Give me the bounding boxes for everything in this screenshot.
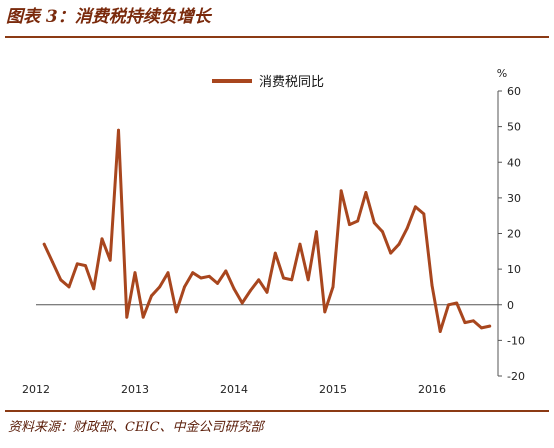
data-point [141, 315, 145, 319]
y-axis-unit: % [497, 67, 507, 80]
y-tick-label: -10 [507, 334, 525, 347]
source-rule [5, 410, 549, 412]
y-tick-label: -20 [507, 370, 525, 383]
y-tick-label: 0 [507, 299, 514, 312]
data-point [455, 301, 459, 305]
data-point [174, 310, 178, 314]
data-point [405, 226, 409, 230]
data-point [216, 282, 219, 285]
x-tick-label: 2014 [220, 383, 248, 396]
data-point [331, 285, 335, 289]
data-point [249, 289, 252, 292]
data-point [42, 242, 46, 246]
data-point [364, 191, 368, 194]
data-point [389, 251, 393, 255]
data-point [372, 221, 376, 225]
data-point [117, 128, 120, 132]
data-point [447, 303, 450, 307]
data-point [166, 271, 170, 275]
y-tick-label: 50 [507, 121, 521, 134]
series-line [42, 128, 492, 333]
title-rule [5, 36, 549, 38]
data-point [265, 290, 269, 294]
x-tick-label: 2015 [319, 383, 347, 396]
data-point [108, 258, 112, 262]
data-point [207, 274, 211, 278]
data-point [422, 212, 426, 216]
data-point [75, 262, 79, 266]
data-point [150, 294, 153, 298]
data-point [414, 205, 417, 209]
data-point [158, 285, 162, 289]
data-point [240, 301, 244, 305]
data-point [191, 271, 195, 275]
data-point [199, 276, 203, 280]
data-point [488, 324, 492, 328]
y-tick-label: 30 [507, 192, 521, 205]
data-point [84, 264, 87, 267]
data-point [290, 278, 294, 282]
data-point [125, 315, 129, 319]
data-point [356, 219, 360, 223]
x-tick-label: 2013 [121, 383, 149, 396]
y-tick-label: 10 [507, 263, 521, 276]
data-point [133, 271, 137, 275]
figure-title: 图表 3：消费税持续负增长 [6, 7, 211, 27]
data-point [183, 285, 186, 289]
x-tick-label: 2016 [418, 383, 446, 396]
legend-label: 消费税同比 [259, 75, 324, 90]
data-point [430, 283, 434, 287]
data-point [282, 276, 285, 280]
data-point [92, 287, 96, 291]
data-point [480, 326, 483, 330]
data-point [339, 189, 343, 193]
data-point [232, 287, 236, 291]
source-note: 资料来源：财政部、CEIC、中金公司研究部 [8, 420, 264, 435]
data-point [100, 237, 104, 241]
data-point [397, 242, 401, 246]
data-point [306, 278, 310, 282]
y-tick-label: 60 [507, 85, 521, 98]
chart-series [42, 128, 492, 333]
data-point [348, 223, 351, 227]
y-tick-label: 20 [507, 228, 521, 241]
data-point [51, 260, 54, 264]
data-point [471, 319, 475, 323]
data-point [257, 278, 261, 282]
y-tick-label: 40 [507, 156, 521, 169]
data-point [315, 230, 318, 234]
data-point [67, 285, 71, 289]
data-point [224, 269, 228, 273]
chart-legend: 消费税同比 [212, 75, 324, 90]
data-point [463, 321, 467, 324]
data-point [438, 330, 442, 333]
data-point [381, 230, 384, 234]
x-tick-label: 2012 [22, 383, 50, 396]
chart-axes: 60 50 40 30 20 10 0 -10 -20% 2012 2013 2014 2015 2016 [22, 67, 525, 396]
data-point [298, 242, 302, 246]
data-point [273, 251, 277, 255]
data-point [323, 310, 327, 314]
data-point [59, 278, 63, 282]
